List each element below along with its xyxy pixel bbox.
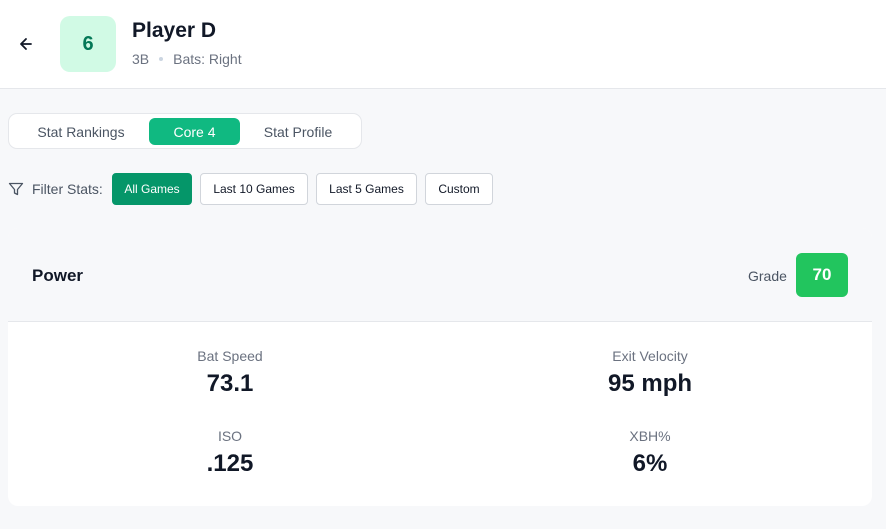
filter-all-games-button[interactable]: All Games (112, 173, 192, 205)
filter-label: Filter Stats: (32, 181, 103, 197)
filter-funnel-icon (8, 182, 24, 196)
stat-value: 73.1 (206, 370, 254, 397)
player-bats: Bats: Right (173, 51, 242, 67)
tab-stat-profile[interactable]: Stat Profile (263, 123, 333, 140)
stat-bat-speed: Bat Speed 73.1 (80, 348, 380, 398)
tab-core-4[interactable]: Core 4 (149, 118, 240, 145)
stat-label: Exit Velocity (612, 348, 688, 364)
tab-stat-rankings[interactable]: Stat Rankings (37, 123, 125, 140)
filter-last-5-games-button[interactable]: Last 5 Games (316, 173, 417, 205)
filter-custom-button[interactable]: Custom (425, 173, 493, 205)
stat-value: .125 (206, 450, 254, 477)
stat-value: 95 mph (607, 370, 693, 397)
view-tabs: Stat Rankings Core 4 Stat Profile (8, 113, 362, 149)
filter-last-10-games-button[interactable]: Last 10 Games (200, 173, 308, 205)
stat-label: Bat Speed (197, 348, 263, 364)
player-name: Player D (132, 19, 217, 42)
stat-value: 6% (632, 450, 668, 477)
stat-label: ISO (217, 428, 243, 444)
jersey-number-badge: 6 (60, 16, 116, 72)
grade-badge: 70 (796, 253, 848, 297)
separator-dot (159, 57, 164, 61)
card-title: Power (32, 266, 84, 285)
stat-xbh-percent: XBH% 6% (500, 428, 800, 478)
player-meta: 3B Bats: Right (132, 51, 242, 67)
player-header: 6 Player D 3B Bats: Right (0, 0, 886, 89)
player-position: 3B (132, 51, 150, 67)
arrow-left-icon (20, 38, 32, 50)
stat-iso: ISO .125 (80, 428, 380, 478)
power-card-header: Power Grade 70 (8, 228, 872, 322)
grade-label: Grade (748, 268, 787, 284)
stat-label: XBH% (629, 428, 671, 444)
stat-exit-velocity: Exit Velocity 95 mph (500, 348, 800, 398)
power-card: Power Grade 70 Bat Speed 73.1 Exit Veloc… (8, 228, 872, 506)
back-button[interactable] (14, 32, 38, 56)
